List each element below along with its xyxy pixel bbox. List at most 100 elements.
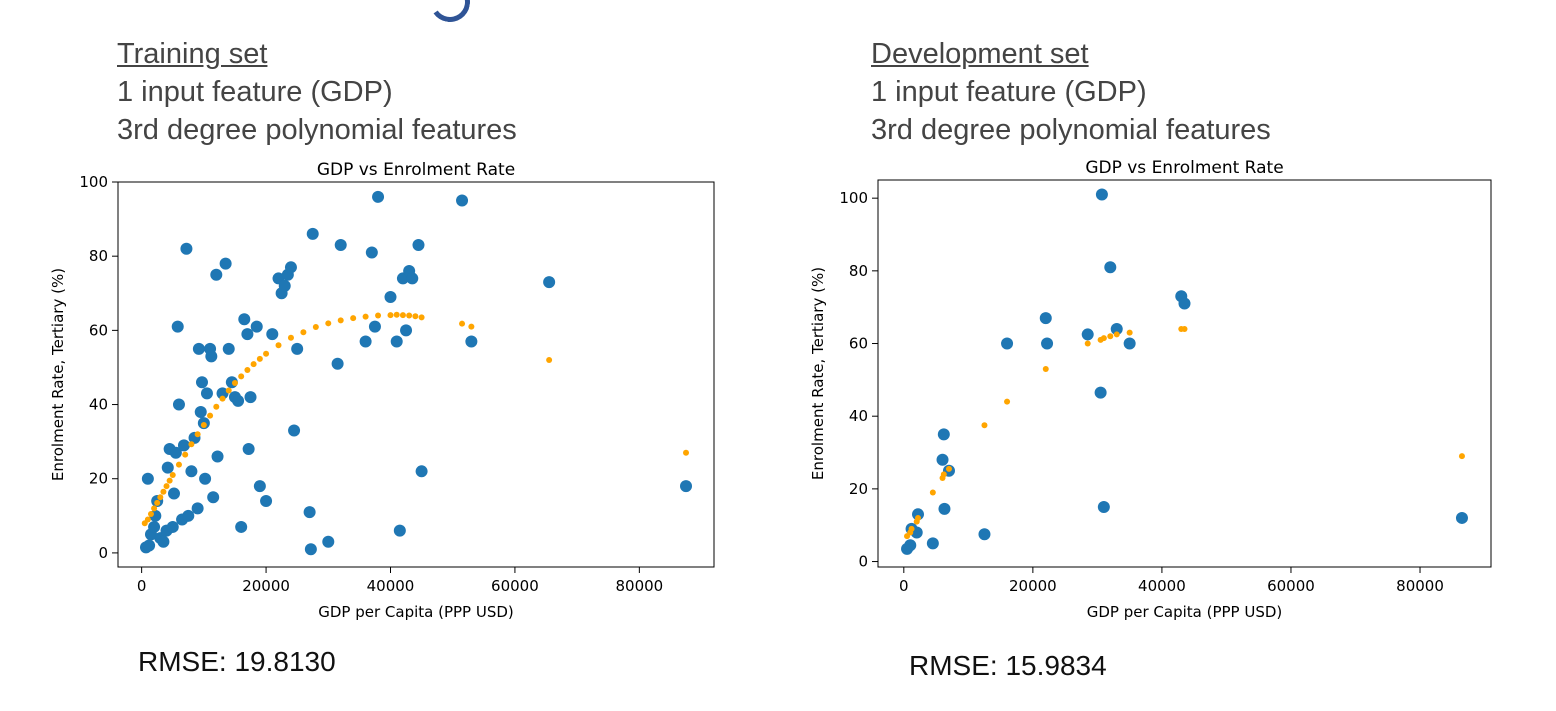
development-actual-point-18 xyxy=(1104,261,1117,274)
training-xtick-label-0: 0 xyxy=(137,577,147,595)
training-actual-point-33 xyxy=(210,268,223,281)
training-actual-point-62 xyxy=(334,239,347,252)
training-feature-line: 1 input feature (GDP) xyxy=(117,76,393,108)
development-actual-point-19 xyxy=(1110,322,1123,335)
training-actual-point-48 xyxy=(260,494,273,507)
training-actual-point-74 xyxy=(412,239,425,252)
training-predicted-point-16 xyxy=(213,403,220,410)
training-predicted-point-9 xyxy=(169,472,176,479)
development-ytick-label-0: 0 xyxy=(858,553,868,571)
development-xtick-label-4: 80000 xyxy=(1396,577,1444,595)
training-actual-point-21 xyxy=(185,465,198,478)
development-xtick-label-3: 60000 xyxy=(1267,577,1315,595)
development-predicted-point-2 xyxy=(908,525,915,532)
training-predicted-point-24 xyxy=(263,350,270,357)
training-predicted-point-8 xyxy=(166,477,173,484)
training-predicted-point-1 xyxy=(144,516,151,523)
training-predicted-point-11 xyxy=(182,451,189,458)
training-actual-point-59 xyxy=(306,227,319,240)
training-actual-point-63 xyxy=(359,335,372,348)
training-predicted-point-7 xyxy=(163,483,170,490)
training-predicted-point-33 xyxy=(375,312,382,319)
training-actual-point-71 xyxy=(400,324,413,337)
training-actual-point-15 xyxy=(171,320,184,333)
training-actual-point-66 xyxy=(372,190,385,203)
training-predicted-point-40 xyxy=(459,320,466,327)
training-set-title: Training set xyxy=(117,38,268,70)
training-actual-point-8 xyxy=(157,535,170,548)
training-actual-point-35 xyxy=(216,387,229,400)
training-predicted-point-26 xyxy=(287,334,294,341)
development-predicted-point-11 xyxy=(1042,365,1049,372)
training-predicted-point-10 xyxy=(175,461,182,468)
development-actual-point-8 xyxy=(938,502,951,515)
training-predicted-point-21 xyxy=(244,367,251,374)
training-predicted-point-2 xyxy=(147,510,154,517)
training-x-axis-label: GDP per Capita (PPP USD) xyxy=(318,603,514,621)
training-actual-point-28 xyxy=(199,472,212,485)
training-actual-point-58 xyxy=(304,543,317,556)
development-rmse: RMSE: 15.9834 xyxy=(909,650,1107,681)
training-predicted-point-19 xyxy=(231,380,238,387)
training-actual-point-55 xyxy=(288,424,301,437)
development-actual-point-7 xyxy=(937,428,950,441)
training-actual-point-41 xyxy=(235,520,248,533)
training-actual-point-64 xyxy=(365,246,378,259)
development-actual-point-12 xyxy=(1039,312,1052,325)
development-ytick-label-3: 60 xyxy=(849,335,868,353)
development-actual-point-4 xyxy=(912,508,925,521)
training-ytick-label-5: 100 xyxy=(79,173,108,191)
training-predicted-point-34 xyxy=(387,312,394,319)
training-xtick-label-3: 60000 xyxy=(491,577,539,595)
training-plot-frame xyxy=(117,181,715,568)
development-feature-line: 1 input feature (GDP) xyxy=(871,76,1147,108)
training-ytick-label-2: 40 xyxy=(89,396,108,414)
training-actual-point-42 xyxy=(238,313,251,326)
development-predicted-point-5 xyxy=(929,489,936,496)
training-actual-point-14 xyxy=(169,446,182,459)
training-poly-line: 3rd degree polynomial features xyxy=(117,114,517,146)
training-panel-heading: Training set 1 input feature (GDP) 3rd d… xyxy=(117,35,517,149)
training-predicted-point-32 xyxy=(362,313,369,320)
development-actual-point-10 xyxy=(978,528,991,541)
training-predicted-point-37 xyxy=(406,312,413,319)
training-actual-point-79 xyxy=(680,480,693,493)
development-actual-point-5 xyxy=(926,537,939,550)
training-predicted-point-43 xyxy=(683,449,690,456)
training-actual-point-45 xyxy=(244,391,257,404)
development-actual-point-13 xyxy=(1041,337,1054,350)
training-actual-point-25 xyxy=(194,405,207,418)
development-actual-point-11 xyxy=(1001,337,1014,350)
training-actual-point-46 xyxy=(250,320,263,333)
development-predicted-point-20 xyxy=(1458,453,1465,460)
training-actual-point-68 xyxy=(390,335,403,348)
development-predicted-point-10 xyxy=(1004,398,1011,405)
training-actual-point-29 xyxy=(200,387,213,400)
training-predicted-point-17 xyxy=(219,395,226,402)
training-predicted-point-29 xyxy=(325,320,332,327)
training-predicted-point-6 xyxy=(160,488,167,495)
training-ytick-label-0: 0 xyxy=(98,544,108,562)
training-actual-point-16 xyxy=(172,398,185,411)
training-predicted-point-23 xyxy=(256,355,263,362)
development-actual-point-14 xyxy=(1081,328,1094,341)
training-actual-point-61 xyxy=(331,357,344,370)
development-xtick-label-0: 0 xyxy=(899,577,909,595)
training-actual-point-44 xyxy=(242,443,255,456)
training-predicted-point-15 xyxy=(207,412,214,419)
training-predicted-point-18 xyxy=(225,387,232,394)
training-actual-point-77 xyxy=(465,335,478,348)
training-actual-point-67 xyxy=(384,290,397,303)
training-predicted-point-31 xyxy=(350,315,357,322)
development-actual-point-6 xyxy=(936,453,949,466)
training-predicted-point-22 xyxy=(250,361,257,368)
training-actual-point-18 xyxy=(177,439,190,452)
development-chart-title: GDP vs Enrolment Rate xyxy=(1085,158,1283,178)
development-predicted-point-4 xyxy=(915,514,922,521)
development-actual-point-16 xyxy=(1095,188,1108,201)
training-actual-point-10 xyxy=(161,461,174,474)
development-y-axis-label: Enrolment Rate, Tertiary (%) xyxy=(809,267,827,480)
training-actual-point-34 xyxy=(211,450,224,463)
training-predicted-point-4 xyxy=(154,499,161,506)
training-actual-point-32 xyxy=(207,491,220,504)
